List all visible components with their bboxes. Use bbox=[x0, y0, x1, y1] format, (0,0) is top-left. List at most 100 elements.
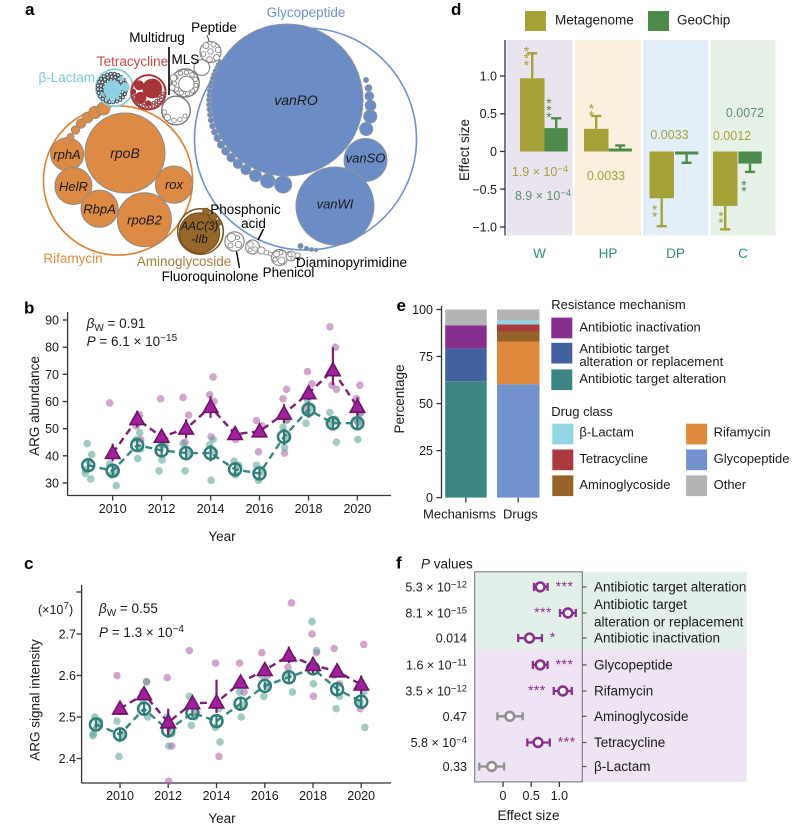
svg-text:2.6: 2.6 bbox=[59, 669, 76, 683]
svg-text:3.5 × 10−12: 3.5 × 10−12 bbox=[405, 684, 467, 699]
svg-text:Year: Year bbox=[208, 811, 236, 826]
svg-text:*: * bbox=[524, 50, 530, 66]
svg-text:2014: 2014 bbox=[203, 789, 231, 803]
svg-text:βW = 0.91: βW = 0.91 bbox=[86, 316, 146, 334]
svg-text:0: 0 bbox=[490, 145, 497, 159]
svg-text:β-Lactam: β-Lactam bbox=[579, 424, 633, 439]
svg-text:2020: 2020 bbox=[347, 789, 375, 803]
svg-text:Antibiotic target alteration: Antibiotic target alteration bbox=[594, 579, 746, 594]
svg-text:*: * bbox=[652, 202, 658, 218]
svg-text:Antibiotic target: Antibiotic target bbox=[594, 597, 687, 612]
svg-text:1.9 × 10−4: 1.9 × 10−4 bbox=[512, 164, 568, 179]
svg-text:a: a bbox=[25, 0, 35, 19]
svg-text:βW = 0.55: βW = 0.55 bbox=[98, 601, 158, 619]
svg-text:0.0033: 0.0033 bbox=[587, 169, 625, 183]
svg-text:5.3 × 10−12: 5.3 × 10−12 bbox=[405, 579, 467, 594]
svg-text:***: *** bbox=[558, 734, 576, 750]
svg-text:Glycopeptide: Glycopeptide bbox=[714, 451, 790, 466]
svg-text:2.4: 2.4 bbox=[59, 752, 76, 766]
svg-text:alteration or replacement: alteration or replacement bbox=[594, 615, 744, 630]
svg-text:c: c bbox=[24, 554, 33, 573]
svg-text:2020: 2020 bbox=[343, 502, 371, 516]
svg-text:0: 0 bbox=[426, 491, 433, 505]
svg-text:50: 50 bbox=[45, 422, 59, 436]
svg-text:2.7: 2.7 bbox=[59, 628, 76, 642]
svg-text:Resistance mechanism: Resistance mechanism bbox=[551, 297, 685, 312]
svg-text:vanSO: vanSO bbox=[346, 151, 386, 166]
svg-text:vanRO: vanRO bbox=[274, 92, 318, 108]
svg-text:***: *** bbox=[528, 682, 546, 698]
svg-text:Antibiotic target: Antibiotic target bbox=[579, 341, 669, 356]
svg-text:0.0072: 0.0072 bbox=[726, 106, 764, 120]
svg-text:2010: 2010 bbox=[99, 502, 127, 516]
svg-text:Aminoglycoside: Aminoglycoside bbox=[594, 709, 689, 724]
svg-text:Glycopeptide: Glycopeptide bbox=[594, 657, 673, 672]
svg-text:Aminoglycoside: Aminoglycoside bbox=[137, 254, 232, 269]
svg-text:5.8 × 10−4: 5.8 × 10−4 bbox=[411, 735, 467, 750]
svg-text:*: * bbox=[589, 101, 595, 117]
svg-text:2016: 2016 bbox=[246, 502, 274, 516]
svg-text:0.47: 0.47 bbox=[443, 710, 467, 724]
svg-text:Drug class: Drug class bbox=[551, 404, 613, 419]
svg-text:GeoChip: GeoChip bbox=[677, 13, 730, 28]
svg-text:f: f bbox=[396, 554, 402, 573]
svg-text:acid: acid bbox=[241, 216, 266, 231]
svg-text:Mechanisms: Mechanisms bbox=[423, 506, 496, 521]
svg-text:***: *** bbox=[534, 604, 552, 620]
svg-text:2012: 2012 bbox=[154, 789, 182, 803]
svg-text:*: * bbox=[718, 215, 724, 231]
svg-text:2018: 2018 bbox=[299, 789, 327, 803]
svg-text:100: 100 bbox=[412, 303, 433, 317]
svg-text:Tetracycline: Tetracycline bbox=[594, 735, 665, 750]
svg-text:*: * bbox=[741, 183, 747, 199]
svg-text:Multidrug: Multidrug bbox=[129, 30, 185, 45]
svg-text:50: 50 bbox=[419, 397, 433, 411]
svg-text:0.5: 0.5 bbox=[523, 789, 540, 803]
svg-text:−1.0: −1.0 bbox=[472, 221, 497, 235]
svg-text:Percentage: Percentage bbox=[392, 364, 407, 433]
svg-text:Rifamycin: Rifamycin bbox=[594, 684, 653, 699]
svg-text:*: * bbox=[550, 629, 556, 645]
svg-text:alteration or replacement: alteration or replacement bbox=[579, 354, 723, 369]
svg-text:0.014: 0.014 bbox=[436, 632, 467, 646]
svg-text:b: b bbox=[24, 299, 34, 318]
svg-text:P values: P values bbox=[421, 557, 473, 572]
svg-text:***: *** bbox=[556, 578, 574, 594]
svg-text:DP: DP bbox=[666, 246, 685, 261]
svg-text:Rifamycin: Rifamycin bbox=[714, 424, 771, 439]
svg-text:ARG signal intensity: ARG signal intensity bbox=[28, 639, 43, 761]
svg-text:Effect size: Effect size bbox=[457, 119, 472, 181]
svg-text:2016: 2016 bbox=[251, 789, 279, 803]
svg-text:2010: 2010 bbox=[106, 789, 134, 803]
svg-text:***: *** bbox=[556, 656, 574, 672]
svg-text:Metagenome: Metagenome bbox=[555, 13, 634, 28]
svg-text:*: * bbox=[589, 108, 595, 124]
svg-text:25: 25 bbox=[419, 444, 433, 458]
svg-text:70: 70 bbox=[45, 368, 59, 382]
svg-text:2018: 2018 bbox=[295, 502, 323, 516]
svg-text:1.6 × 10−11: 1.6 × 10−11 bbox=[406, 657, 467, 672]
svg-text:AAC(3): AAC(3) bbox=[180, 221, 219, 233]
svg-text:rox: rox bbox=[165, 177, 184, 192]
svg-text:−0.5: −0.5 bbox=[472, 183, 497, 197]
svg-text:Effect size: Effect size bbox=[497, 808, 559, 823]
svg-text:8.1 × 10−15: 8.1 × 10−15 bbox=[405, 606, 467, 621]
svg-text:vanWI: vanWI bbox=[317, 197, 354, 212]
svg-text:*: * bbox=[741, 177, 747, 193]
svg-text:rphA: rphA bbox=[53, 147, 80, 162]
svg-text:C: C bbox=[738, 246, 748, 261]
svg-text:2014: 2014 bbox=[197, 502, 225, 516]
svg-text:rpoB: rpoB bbox=[110, 145, 140, 161]
svg-text:0.0033: 0.0033 bbox=[650, 128, 688, 142]
svg-text:Aminoglycoside: Aminoglycoside bbox=[579, 477, 670, 492]
svg-text:60: 60 bbox=[45, 395, 59, 409]
svg-text:Fluoroquinolone: Fluoroquinolone bbox=[162, 269, 259, 284]
svg-text:2.5: 2.5 bbox=[59, 711, 76, 725]
svg-text:Peptide: Peptide bbox=[191, 20, 237, 35]
svg-text:*: * bbox=[546, 109, 552, 125]
svg-text:*: * bbox=[524, 43, 530, 59]
svg-text:0: 0 bbox=[500, 789, 507, 803]
svg-text:Phosphonic: Phosphonic bbox=[210, 202, 281, 217]
svg-text:Antibiotic target alteration: Antibiotic target alteration bbox=[579, 371, 726, 386]
svg-text:Tetracycline: Tetracycline bbox=[579, 451, 648, 466]
